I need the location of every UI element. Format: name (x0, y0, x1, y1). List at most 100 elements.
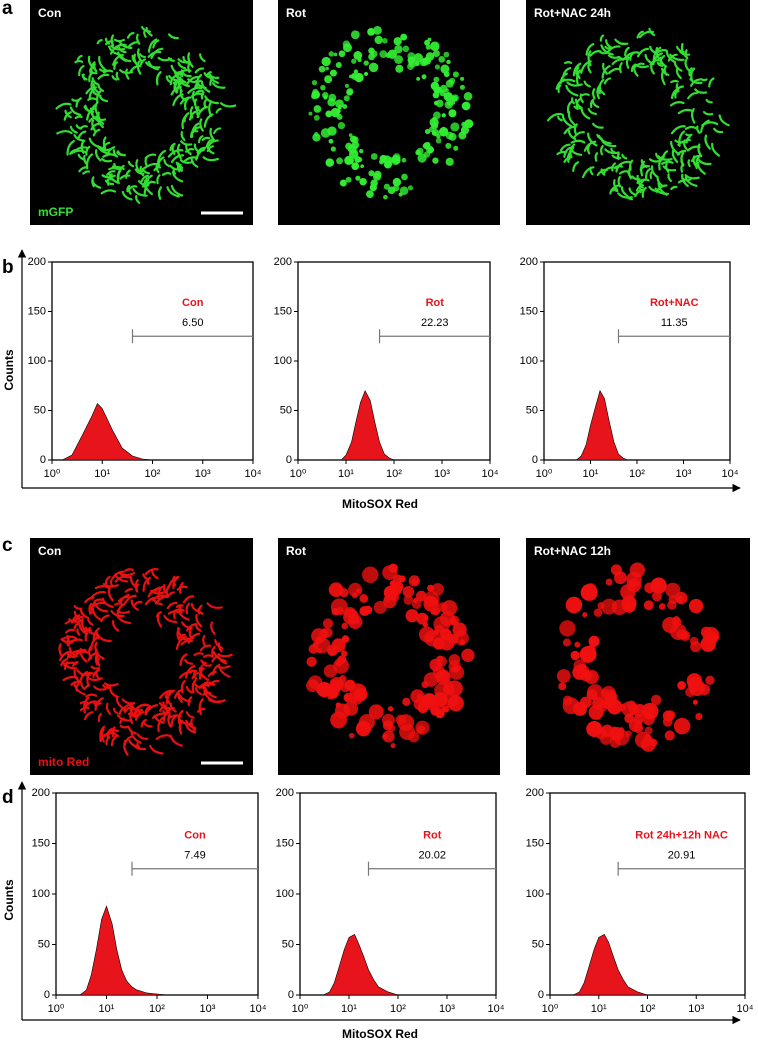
mitochondrion (157, 186, 163, 200)
mitochondrion (629, 51, 635, 61)
mitochondrion (368, 53, 375, 61)
mitochondrion (121, 698, 136, 705)
mitochondrion (445, 142, 452, 149)
mitochondrion (210, 698, 226, 704)
mitochondrion (73, 669, 82, 684)
mitochondrion (321, 628, 327, 634)
mitochondrion (104, 575, 111, 586)
mitochondrion (190, 718, 197, 732)
mitochondrion (370, 153, 378, 160)
plot-frame (299, 792, 497, 996)
mitochondrion (143, 29, 147, 38)
mitochondrion (201, 136, 211, 141)
mitochondrion (430, 41, 440, 52)
sample-label: Rot (423, 830, 442, 842)
mitochondrion (193, 652, 204, 657)
mitochondrion (127, 41, 140, 49)
mitochondrion (589, 98, 595, 109)
mitochondrion (346, 156, 354, 165)
mitochondrion (99, 95, 109, 103)
mitochondrion (358, 714, 375, 731)
y-tick-label: 0 (40, 454, 46, 466)
mitochondrion (66, 139, 75, 156)
mitochondrion (137, 703, 152, 708)
mitochondrion (110, 34, 115, 47)
mitochondrion (433, 86, 440, 93)
mitochondrion (196, 707, 206, 713)
mitochondrion (461, 121, 467, 128)
y-tick-label: 150 (32, 837, 50, 849)
y-tick-label: 100 (274, 355, 292, 367)
y-tick-label: 200 (526, 787, 544, 799)
x-tick-label: 10¹ (338, 468, 354, 480)
mitochondrion (141, 179, 150, 188)
mitochondrion (157, 716, 164, 733)
mitochondrion (429, 117, 439, 128)
mitochondrion (415, 149, 421, 156)
mitochondrion (464, 119, 474, 129)
mitochondrion (326, 644, 339, 656)
mitochondrion (699, 119, 710, 133)
mitochondrion (423, 591, 440, 607)
mitochondrion (86, 676, 103, 682)
mitochondrion (607, 67, 622, 75)
x-tick-label: 10² (390, 1003, 406, 1015)
mitochondrion (675, 83, 680, 93)
mitochondrion (626, 194, 634, 201)
mitochondrion (600, 44, 614, 56)
mitochondrion (684, 174, 700, 180)
mitochondrion (127, 160, 135, 168)
mitochondrion (346, 88, 353, 96)
mitochondrion (92, 82, 101, 95)
mitochondrion (116, 603, 126, 615)
mitochondrion (695, 154, 702, 170)
mitochondrion (387, 706, 394, 712)
mitochondrion (425, 52, 435, 61)
mitochondrion (426, 635, 434, 643)
mitochondrion (658, 603, 666, 610)
x-tick-label: 10⁰ (292, 1003, 309, 1015)
mitochondrion (65, 628, 75, 634)
mitochondrion (659, 54, 666, 66)
mitochondrion (556, 150, 567, 156)
x-tick-label: 10¹ (591, 1003, 607, 1015)
mitochondrion (351, 592, 358, 599)
plot-frame (51, 261, 254, 461)
mitochondrion (109, 43, 123, 55)
micrograph: Con mito Red (30, 538, 253, 775)
mitochondrion (130, 599, 139, 611)
mitochondrion (78, 623, 89, 636)
mitochondrion (166, 601, 178, 610)
mitochondrion (129, 64, 142, 73)
mitochondrion (193, 671, 198, 680)
mitochondrion (559, 620, 576, 637)
mitochondrion (662, 165, 677, 172)
mitochondrion (194, 686, 202, 696)
mitochondrion (328, 93, 337, 102)
mitochondrion (416, 693, 424, 700)
mitochondrion (67, 639, 77, 645)
mitochondrion (576, 664, 590, 678)
mitochondrion (570, 139, 586, 144)
mitochondrion (664, 730, 675, 741)
mitochondrion (587, 132, 598, 147)
mitochondrion (105, 702, 112, 715)
mitochondrion (91, 179, 102, 189)
mitochondrion (425, 142, 431, 147)
mitochondrion (579, 93, 584, 104)
mitochondrion (179, 163, 183, 172)
mitochondrion (677, 179, 686, 184)
x-tick-label: 10⁰ (290, 468, 307, 480)
mitochondrion (101, 174, 116, 179)
mitochondrion (134, 168, 145, 175)
mitochondrion (313, 105, 322, 113)
x-tick-label: 10⁴ (722, 468, 739, 480)
y-tick-label: 0 (538, 989, 544, 1001)
mitochondrion (118, 593, 130, 605)
mitochondrion (328, 582, 344, 598)
mitochondrion (201, 662, 212, 667)
mitochondrion (363, 605, 373, 615)
mitochondrion (89, 67, 93, 75)
mitochondrion (439, 84, 448, 93)
mitochondrion (70, 149, 87, 155)
